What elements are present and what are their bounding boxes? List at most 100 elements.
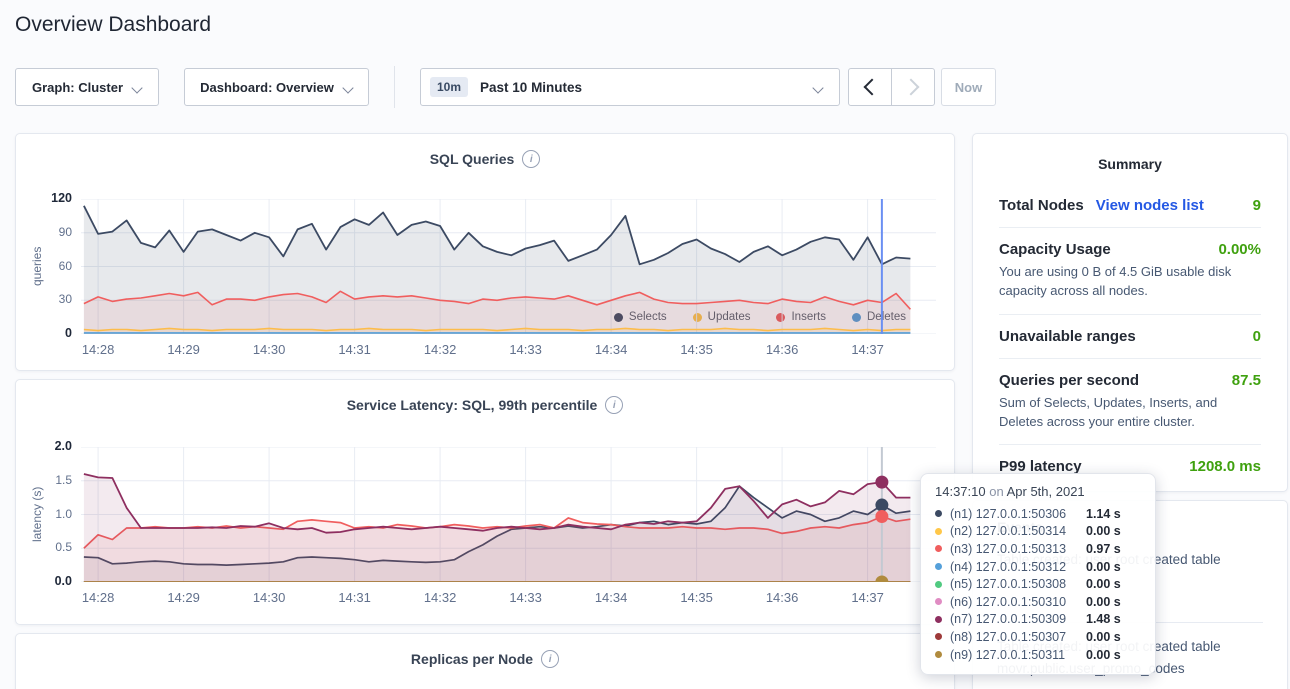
now-button[interactable]: Now	[941, 68, 996, 106]
x-tick-label: 14:32	[410, 590, 470, 605]
node-dot-icon	[935, 510, 942, 517]
summary-item-label: Capacity Usage	[999, 241, 1111, 258]
tooltip-node-row: (n3) 127.0.0.1:503130.97 s	[935, 540, 1141, 558]
node-address: (n6) 127.0.0.1:50310	[950, 595, 1086, 609]
y-tick-label: 90	[16, 225, 72, 239]
tooltip-node-row: (n1) 127.0.0.1:503061.14 s	[935, 505, 1141, 523]
node-address: (n5) 127.0.0.1:50308	[950, 577, 1086, 591]
tooltip-node-row: (n8) 127.0.0.1:503070.00 s	[935, 628, 1141, 646]
x-tick-label: 14:34	[581, 590, 641, 605]
sql-queries-chart-card: SQL Queries i SelectsUpdatesInsertsDelet…	[15, 133, 955, 371]
summary-title: Summary	[999, 134, 1261, 184]
overview-dashboard-page: Overview Dashboard Graph: Cluster Dashbo…	[0, 0, 1290, 689]
chevron-down-icon	[814, 83, 823, 92]
node-latency-value: 0.00 s	[1086, 595, 1121, 609]
summary-item-description: Sum of Selects, Updates, Inserts, and De…	[999, 394, 1261, 432]
x-axis-ticks: 14:2814:2914:3014:3114:3214:3314:3414:35…	[81, 342, 936, 362]
node-address: (n3) 127.0.0.1:50313	[950, 542, 1086, 556]
node-dot-icon	[935, 616, 942, 623]
x-tick-label: 14:37	[838, 590, 898, 605]
y-tick-label: 60	[16, 259, 72, 273]
summary-item-description: You are using 0 B of 4.5 GiB usable disk…	[999, 263, 1261, 301]
replicas-per-node-chart-card: Replicas per Node i	[15, 633, 955, 689]
time-range-badge: 10m	[430, 77, 468, 97]
view-nodes-list-link[interactable]: View nodes list	[1096, 197, 1204, 214]
node-address: (n2) 127.0.0.1:50314	[950, 524, 1086, 538]
tooltip-timestamp: 14:37:10 on Apr 5th, 2021	[935, 484, 1141, 499]
node-address: (n8) 127.0.0.1:50307	[950, 630, 1086, 644]
time-range-label: Past 10 Minutes	[480, 80, 814, 95]
time-range-selector[interactable]: 10m Past 10 Minutes	[420, 68, 840, 106]
tooltip-node-row: (n4) 127.0.0.1:503120.00 s	[935, 558, 1141, 576]
node-dot-icon	[935, 528, 942, 535]
tooltip-node-row: (n7) 127.0.0.1:503091.48 s	[935, 611, 1141, 629]
node-dot-icon	[935, 545, 942, 552]
y-tick-label: 30	[16, 292, 72, 306]
x-tick-label: 14:30	[239, 342, 299, 357]
graph-dropdown[interactable]: Graph: Cluster	[15, 68, 159, 106]
y-tick-label: 0	[16, 326, 72, 340]
y-tick-label: 2.0	[16, 439, 72, 453]
y-axis-ticks: 0306090120	[16, 199, 72, 334]
x-tick-label: 14:28	[68, 590, 128, 605]
chart-title: Replicas per Node i	[16, 650, 954, 668]
node-latency-value: 1.48 s	[1086, 612, 1121, 626]
node-latency-value: 0.00 s	[1086, 648, 1121, 662]
time-next-button[interactable]	[892, 69, 934, 105]
node-address: (n7) 127.0.0.1:50309	[950, 612, 1086, 626]
tooltip-node-row: (n9) 127.0.0.1:503110.00 s	[935, 646, 1141, 664]
chevron-left-icon	[864, 79, 881, 96]
x-tick-label: 14:33	[496, 590, 556, 605]
node-dot-icon	[935, 651, 942, 658]
y-tick-label: 1.0	[16, 507, 72, 521]
node-dot-icon	[935, 633, 942, 640]
node-latency-value: 0.97 s	[1086, 542, 1121, 556]
chart-hover-tooltip: 14:37:10 on Apr 5th, 2021 (n1) 127.0.0.1…	[920, 473, 1156, 675]
x-tick-label: 14:34	[581, 342, 641, 357]
tooltip-node-row: (n6) 127.0.0.1:503100.00 s	[935, 593, 1141, 611]
summary-item-value: 0.00%	[1218, 241, 1261, 258]
summary-item-value: 87.5	[1232, 372, 1261, 389]
summary-item-label: Unavailable ranges	[999, 328, 1136, 345]
service-latency-plot[interactable]	[81, 447, 936, 582]
summary-item: Total NodesView nodes list9	[999, 184, 1261, 228]
x-axis-ticks: 14:2814:2914:3014:3114:3214:3314:3414:35…	[81, 590, 936, 610]
x-tick-label: 14:35	[667, 590, 727, 605]
y-tick-label: 1.5	[16, 473, 72, 487]
summary-item-value: 1208.0 ms	[1189, 458, 1261, 475]
info-icon[interactable]: i	[541, 650, 559, 668]
node-dot-icon	[935, 598, 942, 605]
toolbar-divider	[394, 66, 395, 108]
dashboard-dropdown[interactable]: Dashboard: Overview	[184, 68, 369, 106]
summary-item: Capacity Usage 0.00% You are using 0 B of …	[999, 228, 1261, 315]
chevron-down-icon	[344, 83, 353, 92]
summary-panel: Summary Total NodesView nodes list9Capac…	[972, 133, 1288, 492]
node-address: (n9) 127.0.0.1:50311	[950, 648, 1086, 662]
page-title: Overview Dashboard	[15, 13, 211, 37]
chart-title: SQL Queries i	[16, 150, 954, 168]
y-axis-ticks: 0.00.51.01.52.0	[16, 447, 72, 582]
node-address: (n1) 127.0.0.1:50306	[950, 507, 1086, 521]
node-dot-icon	[935, 563, 942, 570]
info-icon[interactable]: i	[605, 396, 623, 414]
x-tick-label: 14:35	[667, 342, 727, 357]
sql-queries-plot[interactable]	[81, 199, 936, 334]
summary-item-label: Queries per second	[999, 372, 1139, 389]
x-tick-label: 14:31	[325, 590, 385, 605]
node-latency-value: 0.00 s	[1086, 524, 1121, 538]
summary-item-value: 0	[1253, 328, 1261, 345]
node-address: (n4) 127.0.0.1:50312	[950, 560, 1086, 574]
node-dot-icon	[935, 581, 942, 588]
dashboard-dropdown-label: Dashboard: Overview	[200, 80, 334, 95]
info-icon[interactable]: i	[522, 150, 540, 168]
x-tick-label: 14:29	[154, 342, 214, 357]
x-tick-label: 14:33	[496, 342, 556, 357]
x-tick-label: 14:36	[752, 590, 812, 605]
x-tick-label: 14:32	[410, 342, 470, 357]
x-tick-label: 14:29	[154, 590, 214, 605]
summary-item: Unavailable ranges 0	[999, 315, 1261, 359]
chevron-down-icon	[133, 83, 142, 92]
time-prev-button[interactable]	[849, 69, 892, 105]
service-latency-chart-card: Service Latency: SQL, 99th percentile i …	[15, 379, 955, 625]
y-tick-label: 0.5	[16, 540, 72, 554]
